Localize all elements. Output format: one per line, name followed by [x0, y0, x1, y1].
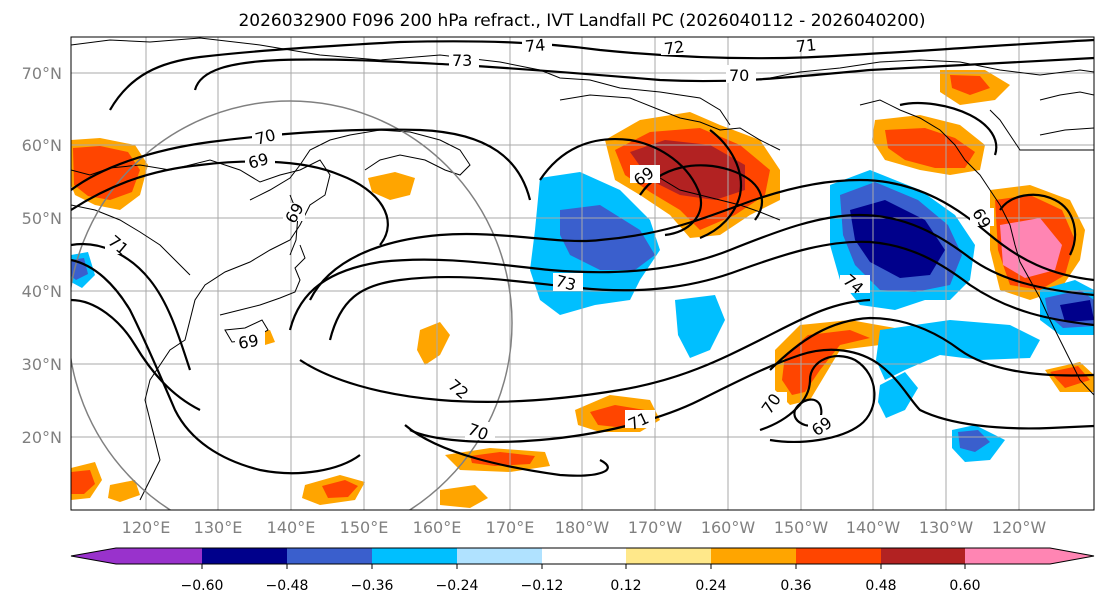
lon-label: 170°W: [628, 518, 683, 537]
lat-label: 40°N: [22, 282, 62, 301]
map-panel: 74 73 72 71 70 70 69 69 69 71 73 69 72: [71, 35, 1094, 510]
lon-label: 130°E: [194, 518, 243, 537]
lat-label: 70°N: [22, 64, 62, 83]
colorbar-segment: [796, 548, 881, 564]
colorbar-extend-low: [71, 548, 116, 564]
colorbar-segment: [542, 548, 626, 564]
colorbar-tick-label: −0.48: [266, 578, 309, 594]
colorbar-segment: [202, 548, 287, 564]
colorbar-tick-label: 0.36: [780, 578, 811, 594]
contour-label: 71: [795, 35, 817, 56]
lon-label: 160°E: [413, 518, 462, 537]
colorbar-tick-label: 0.24: [695, 578, 726, 594]
latitude-labels: 70°N 60°N 50°N 40°N 30°N 20°N: [22, 64, 62, 447]
longitude-labels: 120°E 130°E 140°E 150°E 160°E 170°E 180°…: [122, 518, 1047, 537]
colorbar-tick-label: 0.60: [949, 578, 980, 594]
lon-label: 140°E: [267, 518, 316, 537]
lon-label: 140°W: [846, 518, 901, 537]
lon-label: 120°W: [992, 518, 1047, 537]
lat-label: 60°N: [22, 136, 62, 155]
colorbar-segment: [711, 548, 796, 564]
colorbar-extend-high: [965, 548, 1094, 564]
colorbar-segment: [116, 548, 202, 564]
map-frame: [70, 36, 1095, 511]
colorbar-segment: [287, 548, 372, 564]
colorbar-segment: [881, 548, 965, 564]
lon-label: 170°E: [486, 518, 535, 537]
contour-label: 69: [237, 331, 260, 353]
lon-label: 150°E: [340, 518, 389, 537]
negative-anomaly-fill: [71, 170, 1094, 462]
lon-label: 150°W: [774, 518, 829, 537]
coastlines: [71, 37, 1094, 501]
focus-circle: [71, 100, 513, 510]
colorbar-segment: [372, 548, 457, 564]
colorbar-tick-label: −0.60: [181, 578, 224, 594]
contour-label: 73: [554, 271, 579, 295]
lon-label: 120°E: [122, 518, 171, 537]
colorbar-tick-label: 0.12: [610, 578, 641, 594]
colorbar: −0.60 −0.48 −0.36 −0.24 −0.12 0.12 0.24 …: [70, 547, 1095, 594]
colorbar-tick-label: −0.24: [436, 578, 479, 594]
colorbar-segment: [457, 548, 542, 564]
lat-label: 30°N: [22, 355, 62, 374]
contour-label: 72: [663, 37, 686, 59]
contour-label: 73: [452, 51, 472, 70]
colorbar-tick-label: 0.48: [865, 578, 896, 594]
contour-label: 70: [729, 66, 749, 85]
contour-label: 69: [246, 149, 271, 173]
lat-label: 50°N: [22, 209, 62, 228]
contour-label: 70: [253, 125, 278, 149]
refractivity-contours: [71, 38, 1094, 477]
colorbar-tick-label: −0.12: [521, 578, 564, 594]
lon-label: 180°W: [555, 518, 610, 537]
contour-label: 74: [524, 35, 546, 56]
lat-label: 20°N: [22, 428, 62, 447]
map-title: 2026032900 F096 200 hPa refract., IVT La…: [238, 11, 925, 31]
positive-anomaly-fill: [71, 70, 1094, 508]
lon-label: 130°W: [919, 518, 974, 537]
colorbar-tick-label: −0.36: [351, 578, 394, 594]
lon-label: 160°W: [701, 518, 756, 537]
colorbar-segment: [626, 548, 711, 564]
